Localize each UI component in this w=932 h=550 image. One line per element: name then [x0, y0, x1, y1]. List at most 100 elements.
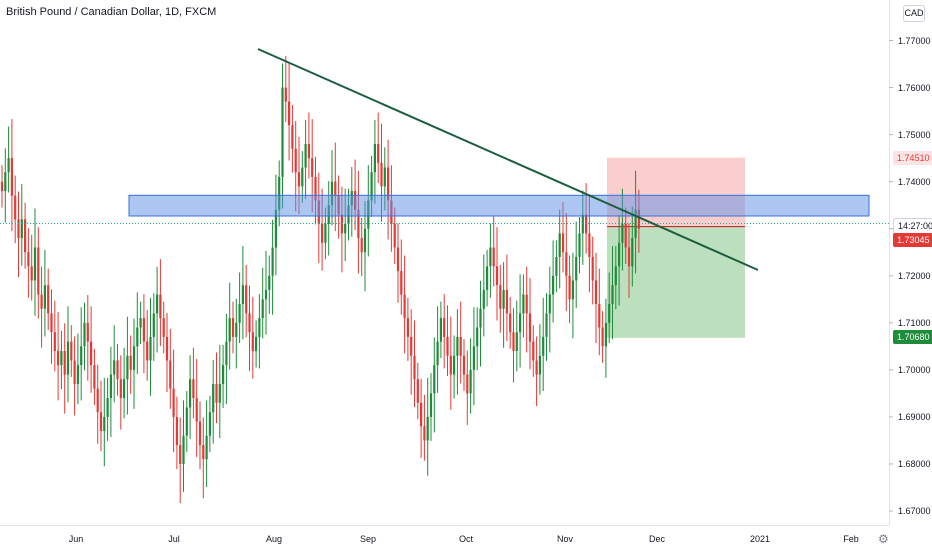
candle [40, 266, 43, 348]
candle [591, 236, 594, 305]
candle [0, 165, 4, 208]
candle-body [462, 355, 466, 375]
candle-body [129, 355, 132, 370]
candle-body [222, 365, 225, 384]
candle-body [14, 195, 17, 220]
candle [255, 320, 258, 368]
candle-body [162, 318, 165, 337]
candle-body [370, 172, 373, 201]
candle-body [406, 318, 409, 337]
candle [456, 309, 459, 395]
candle-body [535, 360, 538, 375]
candle-body [86, 322, 89, 342]
candle [357, 170, 360, 274]
candle-body [340, 214, 343, 234]
candle [449, 316, 452, 410]
y-tick-label: 1.72000 [898, 270, 931, 281]
candle [499, 264, 502, 333]
x-tick-label: 2021 [749, 534, 771, 544]
countdown-tag: 14:27:00 [893, 218, 932, 234]
candle-body [294, 148, 297, 173]
candle-body [571, 280, 574, 300]
candle-body [80, 346, 83, 366]
candle [37, 227, 40, 319]
candle-body [519, 313, 522, 333]
candle [406, 297, 409, 361]
candle [179, 417, 182, 504]
candle-body [297, 172, 301, 187]
candle-body [439, 318, 442, 342]
candle [618, 215, 621, 306]
candle-body [57, 351, 60, 366]
candle-body [627, 247, 631, 267]
settings-gear-icon[interactable]: ⚙ [878, 532, 889, 546]
candle [126, 316, 129, 415]
candle [614, 246, 617, 310]
candle-body [245, 285, 248, 314]
candle [228, 282, 231, 370]
candle [505, 254, 508, 342]
candle-body [410, 336, 413, 356]
candle [426, 377, 429, 476]
candle-body [525, 294, 528, 314]
candle-body [228, 318, 231, 342]
candle [33, 208, 37, 316]
candle [136, 292, 139, 375]
candle [123, 347, 126, 419]
candle-body [281, 87, 284, 177]
candle [218, 344, 221, 439]
candle-body [479, 308, 482, 328]
candle [119, 355, 122, 430]
candle [76, 333, 79, 405]
candle-body [76, 365, 79, 384]
candle-body [47, 285, 50, 314]
candle [93, 348, 96, 406]
candle-body [278, 176, 281, 210]
candle-body [179, 445, 182, 464]
candle-body [251, 332, 254, 352]
candle-body [258, 318, 261, 337]
candle-body [387, 167, 390, 201]
candle-body [66, 341, 70, 375]
candle [245, 264, 248, 338]
candle-body [185, 407, 188, 436]
candle-body [119, 379, 122, 399]
candle [604, 298, 607, 378]
candle [373, 120, 376, 204]
resistance-zone [128, 194, 870, 217]
y-tick-label: 1.70000 [898, 364, 931, 375]
candle-body [324, 223, 327, 243]
candle-body [106, 398, 109, 417]
candle-body [159, 294, 162, 319]
trendline [257, 48, 759, 271]
candle-body [631, 238, 634, 267]
candle-body [0, 181, 4, 192]
candle [47, 268, 50, 330]
candle-body [271, 247, 274, 276]
candle [522, 274, 525, 338]
candle [24, 202, 27, 269]
candle-body [73, 360, 76, 384]
candle-body [509, 313, 512, 333]
stop-price-tag: 1.74510 [893, 151, 932, 165]
currency-button[interactable]: CAD [903, 5, 925, 22]
candle-body [152, 313, 155, 337]
candle [439, 301, 442, 359]
candle-body [198, 421, 202, 446]
x-tick-label: Jun [68, 534, 84, 544]
candle-body [231, 318, 235, 337]
candle-body [416, 379, 419, 403]
candle [548, 266, 551, 353]
candle [222, 344, 225, 408]
candle-body [377, 144, 380, 163]
candle [552, 240, 555, 323]
candle-body [215, 383, 218, 403]
candle-body [261, 299, 264, 319]
candle [360, 217, 363, 277]
candle-body [192, 379, 195, 399]
candle-body [225, 341, 228, 366]
overlays [0, 48, 889, 271]
candle [146, 310, 149, 381]
candle-body [20, 219, 23, 239]
